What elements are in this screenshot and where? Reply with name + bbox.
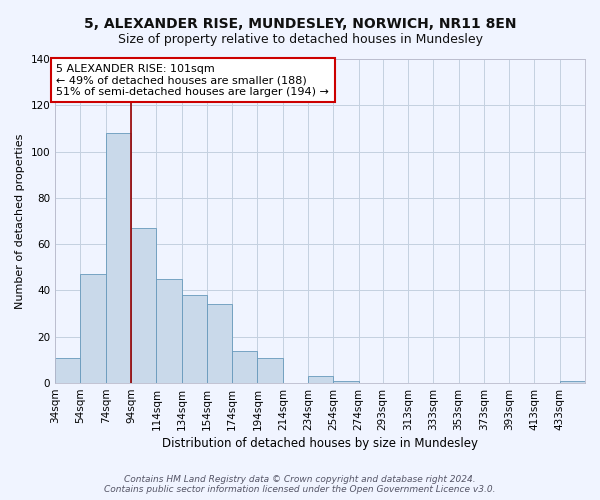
Bar xyxy=(106,133,131,383)
Bar xyxy=(308,376,334,383)
Bar xyxy=(131,228,157,383)
Bar xyxy=(334,381,359,383)
Y-axis label: Number of detached properties: Number of detached properties xyxy=(15,134,25,308)
Bar xyxy=(232,350,257,383)
Text: 5 ALEXANDER RISE: 101sqm
← 49% of detached houses are smaller (188)
51% of semi-: 5 ALEXANDER RISE: 101sqm ← 49% of detach… xyxy=(56,64,329,97)
Bar xyxy=(157,279,182,383)
Text: 5, ALEXANDER RISE, MUNDESLEY, NORWICH, NR11 8EN: 5, ALEXANDER RISE, MUNDESLEY, NORWICH, N… xyxy=(84,18,516,32)
Bar xyxy=(207,304,232,383)
Bar xyxy=(55,358,80,383)
Bar xyxy=(560,381,585,383)
Bar xyxy=(80,274,106,383)
Text: Size of property relative to detached houses in Mundesley: Size of property relative to detached ho… xyxy=(118,32,482,46)
Bar xyxy=(257,358,283,383)
Bar xyxy=(182,295,207,383)
Text: Contains HM Land Registry data © Crown copyright and database right 2024.
Contai: Contains HM Land Registry data © Crown c… xyxy=(104,474,496,494)
X-axis label: Distribution of detached houses by size in Mundesley: Distribution of detached houses by size … xyxy=(162,437,478,450)
